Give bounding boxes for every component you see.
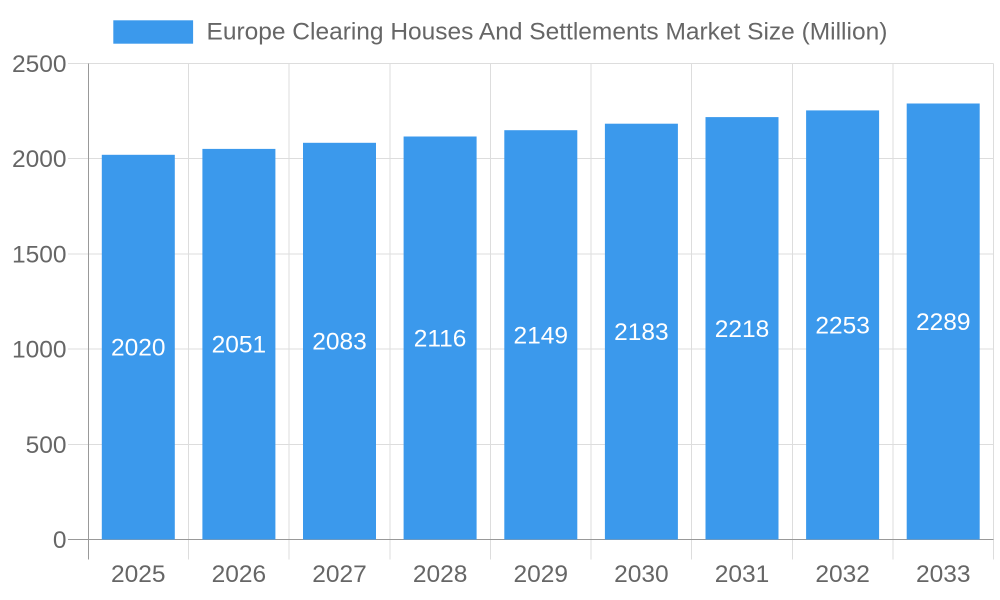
svg-text:1000: 1000	[12, 337, 67, 364]
svg-text:2032: 2032	[815, 561, 870, 588]
svg-text:2029: 2029	[514, 561, 569, 588]
svg-text:500: 500	[26, 432, 67, 459]
svg-text:2051: 2051	[212, 332, 267, 359]
svg-text:2031: 2031	[715, 561, 770, 588]
svg-text:1500: 1500	[12, 241, 67, 268]
svg-text:2253: 2253	[815, 313, 870, 340]
svg-text:2025: 2025	[111, 561, 166, 588]
svg-text:2083: 2083	[312, 329, 367, 356]
svg-text:2030: 2030	[614, 561, 669, 588]
svg-text:2033: 2033	[916, 561, 971, 588]
svg-text:2289: 2289	[916, 309, 971, 336]
svg-text:2218: 2218	[715, 316, 770, 343]
svg-text:2500: 2500	[12, 51, 67, 78]
svg-text:2149: 2149	[514, 322, 569, 349]
svg-text:2116: 2116	[414, 326, 467, 353]
svg-text:0: 0	[53, 527, 67, 554]
svg-text:2183: 2183	[614, 319, 669, 346]
svg-text:2028: 2028	[413, 561, 468, 588]
svg-text:Europe Clearing Houses And Set: Europe Clearing Houses And Settlements M…	[207, 19, 888, 46]
svg-text:2026: 2026	[212, 561, 267, 588]
svg-text:2027: 2027	[312, 561, 367, 588]
svg-text:2000: 2000	[12, 146, 67, 173]
svg-text:2020: 2020	[111, 335, 166, 362]
